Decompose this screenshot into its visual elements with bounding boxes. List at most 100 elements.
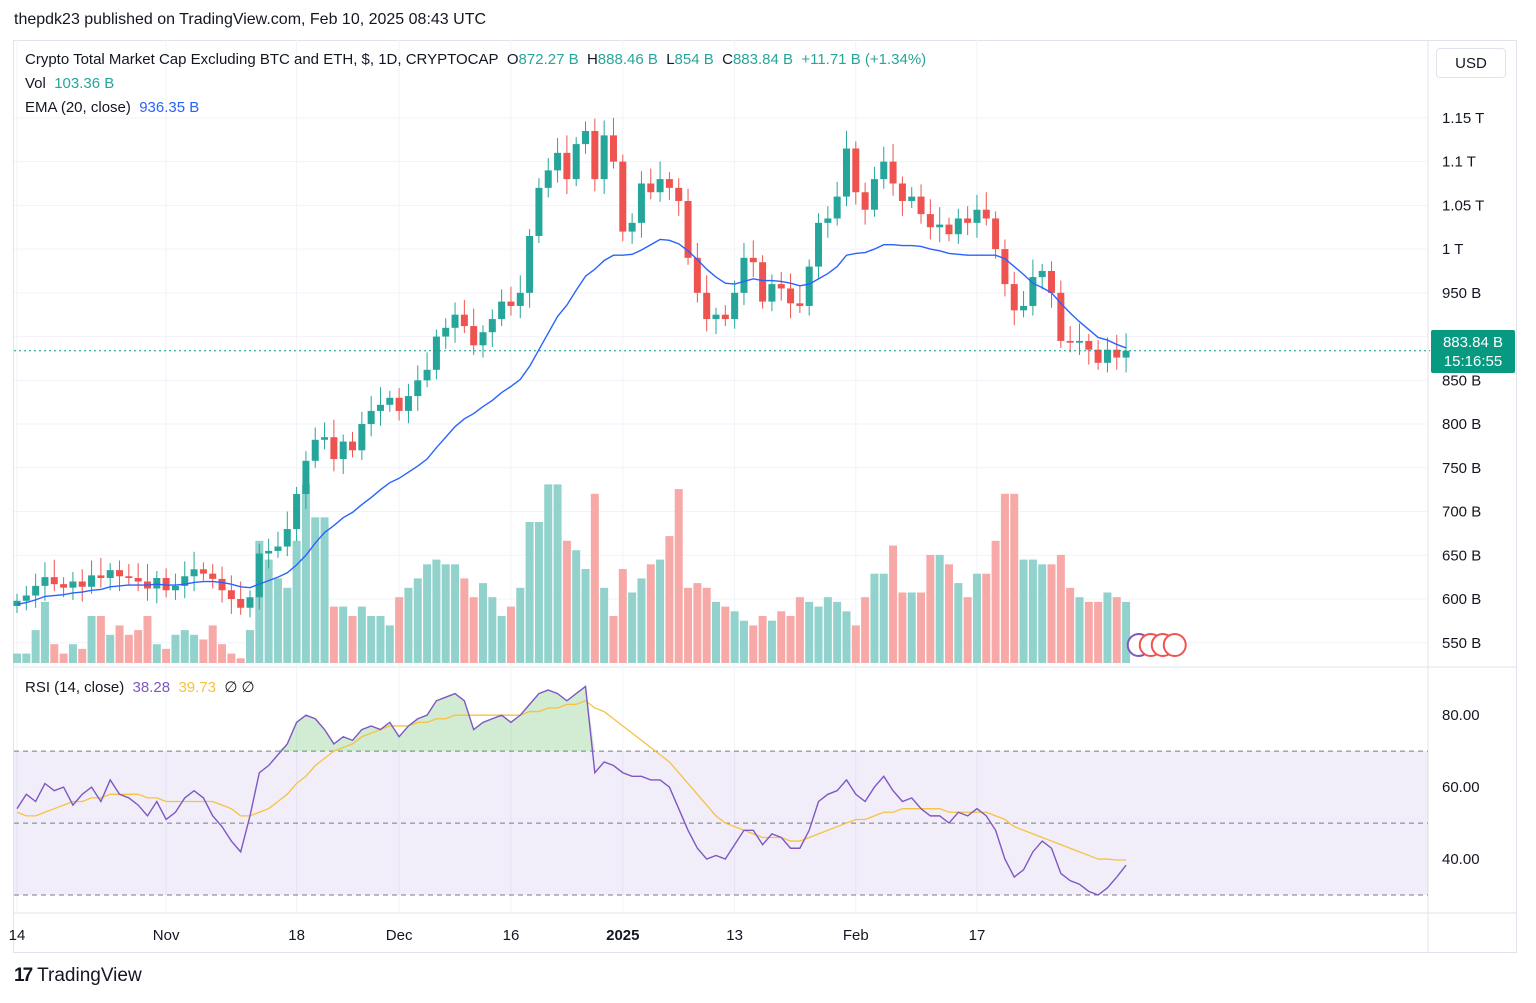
candle-body — [870, 179, 878, 210]
volume-bar — [553, 484, 562, 663]
volume-bar — [479, 583, 487, 663]
volume-bar — [1028, 559, 1037, 663]
volume-bar — [162, 648, 171, 663]
volume-bar — [739, 620, 748, 663]
volume-bar — [423, 564, 432, 663]
candle-body — [376, 404, 384, 411]
candle-body — [479, 332, 487, 346]
volume-bar — [917, 592, 926, 663]
volume-bar — [945, 564, 953, 663]
volume-bar — [534, 522, 543, 663]
chart-frame — [13, 40, 1517, 953]
rsi-value: 38.28 — [132, 679, 171, 696]
candle-body — [647, 183, 655, 193]
volume-bar — [413, 578, 422, 663]
candle-body — [964, 218, 972, 223]
candle-body — [833, 196, 841, 219]
volume-bar — [301, 484, 310, 663]
rsi-extra-values: ∅ ∅ — [224, 679, 255, 696]
volume-bar — [441, 564, 450, 663]
price-tick-label: 650 B — [1442, 547, 1481, 564]
volume-bar — [954, 583, 963, 663]
candle-body — [153, 578, 161, 589]
candle-body — [460, 314, 468, 327]
candle-body — [619, 161, 627, 232]
bar-countdown: 15:16:55 — [1443, 352, 1503, 370]
candle-body — [880, 161, 888, 180]
volume-bar — [982, 573, 991, 663]
candle-body — [32, 585, 40, 596]
volume-bar — [544, 484, 553, 663]
symbol-legend[interactable]: Crypto Total Market Cap Excluding BTC an… — [25, 51, 926, 68]
ema-line — [16, 238, 1127, 605]
tradingview-logo[interactable]: 17 TradingView — [14, 965, 142, 987]
volume-bar — [497, 616, 506, 663]
currency-button[interactable]: USD — [1436, 48, 1506, 78]
ema-value: 936.35 B — [139, 99, 200, 116]
candle-body — [311, 439, 319, 461]
candle-body — [609, 135, 617, 162]
candle-body — [395, 397, 403, 411]
volume-bar — [339, 606, 348, 663]
rsi-overbought-fill — [17, 686, 1127, 752]
candle-body — [777, 284, 785, 289]
candle-body — [982, 209, 990, 219]
price-tick-label: 1 T — [1442, 241, 1463, 258]
last-price-value: 883.84 B — [1442, 333, 1504, 351]
volume-bar — [963, 597, 972, 663]
volume-bar — [395, 597, 404, 663]
candle-body — [50, 577, 58, 585]
candle-body — [1066, 340, 1074, 343]
volume-bar — [283, 587, 292, 663]
candle-body — [432, 336, 440, 370]
volume-bar — [972, 573, 981, 663]
volume-bar — [1075, 597, 1084, 663]
volume-bar — [637, 578, 646, 663]
volume-bar — [1084, 601, 1093, 663]
rsi-legend[interactable]: RSI (14, close) 38.28 39.73 ∅ ∅ — [25, 678, 255, 696]
time-tick-label: 16 — [503, 927, 520, 944]
us-flag-event-icon — [1162, 633, 1187, 657]
candle-body — [339, 441, 347, 460]
volume-bar — [889, 545, 898, 663]
volume-bar — [674, 489, 683, 663]
volume-bar — [292, 540, 301, 663]
volume-bar — [152, 644, 161, 663]
volume-bar — [684, 587, 693, 663]
volume-bar — [1019, 559, 1028, 663]
candle-body — [1048, 270, 1056, 293]
rsi-label: RSI (14, close) — [25, 679, 125, 696]
volume-value: 103.36 B — [54, 75, 115, 92]
candle-body — [889, 161, 897, 184]
candle-body — [1085, 340, 1093, 350]
candle-body — [404, 396, 412, 411]
candle-body — [992, 218, 1000, 250]
candle-body — [936, 224, 944, 228]
price-tick-label: 850 B — [1442, 372, 1481, 389]
candle-body — [209, 573, 217, 579]
candle-body — [787, 288, 795, 304]
volume-bar — [451, 564, 460, 663]
volume-bar — [870, 573, 879, 663]
price-tick-label: 600 B — [1442, 591, 1481, 608]
candle-body — [1094, 349, 1102, 363]
candle-body — [507, 301, 515, 306]
candle-body — [246, 597, 254, 608]
volume-bar — [311, 517, 320, 663]
candle-body — [1001, 249, 1009, 285]
volume-bar — [87, 616, 96, 663]
ema-label: EMA (20, close) — [25, 99, 131, 116]
time-tick-label: 18 — [288, 927, 305, 944]
ema-legend[interactable]: EMA (20, close) 936.35 B — [25, 99, 199, 116]
candle-body — [554, 152, 562, 171]
volume-bar — [1010, 493, 1019, 663]
candle-body — [637, 183, 645, 223]
candle-body — [88, 575, 96, 587]
volume-bar — [926, 554, 935, 663]
candle-body — [349, 441, 357, 451]
candle-body — [759, 262, 767, 302]
volume-bar — [665, 536, 674, 663]
volume-legend[interactable]: Vol 103.36 B — [25, 75, 114, 92]
candle-body — [442, 327, 450, 337]
